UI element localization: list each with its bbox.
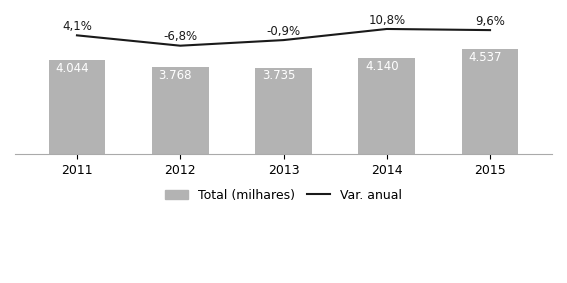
- Bar: [152, 67, 209, 155]
- Text: 4,1%: 4,1%: [62, 20, 92, 33]
- Text: -6,8%: -6,8%: [163, 30, 197, 43]
- Bar: [49, 61, 105, 155]
- Bar: [255, 68, 312, 155]
- Text: 10,8%: 10,8%: [368, 14, 405, 27]
- Text: 4.537: 4.537: [468, 51, 502, 64]
- Text: 4.044: 4.044: [56, 62, 89, 75]
- Text: -0,9%: -0,9%: [266, 25, 301, 38]
- Legend: Total (milhares), Var. anual: Total (milhares), Var. anual: [160, 184, 407, 207]
- Text: 3.768: 3.768: [159, 69, 192, 82]
- Text: 4.140: 4.140: [365, 60, 399, 73]
- Text: 3.735: 3.735: [262, 70, 295, 82]
- Bar: [462, 49, 518, 155]
- Bar: [358, 58, 415, 155]
- Text: 9,6%: 9,6%: [475, 15, 505, 28]
